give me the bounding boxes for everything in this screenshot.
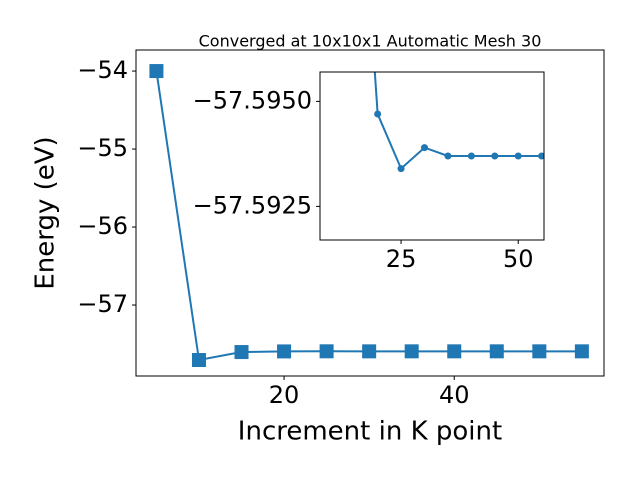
data-marker xyxy=(149,64,164,79)
data-marker xyxy=(489,344,504,359)
data-marker xyxy=(404,344,419,359)
x-tick-label: 40 xyxy=(439,381,470,409)
data-marker xyxy=(538,152,544,160)
y-tick-label: −54 xyxy=(77,56,128,84)
data-marker xyxy=(191,353,206,368)
data-marker xyxy=(467,152,475,160)
axes-frame xyxy=(135,49,605,377)
data-marker xyxy=(397,165,405,173)
data-marker xyxy=(319,344,334,359)
axes-frame xyxy=(319,71,545,241)
data-marker xyxy=(514,152,522,160)
y-tick-label: −57 xyxy=(77,290,128,318)
y-tick-label: −57.5925 xyxy=(193,191,312,219)
data-marker xyxy=(574,344,589,359)
data-marker xyxy=(447,344,462,359)
data-marker xyxy=(374,110,382,118)
y-tick-label: −55 xyxy=(77,134,128,162)
data-marker xyxy=(421,144,429,152)
data-marker xyxy=(491,152,499,160)
x-tick-label: 50 xyxy=(503,245,534,273)
y-axis-label: Energy (eV) xyxy=(31,136,61,289)
x-axis-label: Increment in K point xyxy=(238,417,502,447)
data-marker xyxy=(362,344,377,359)
data-marker xyxy=(532,344,547,359)
plot-content xyxy=(373,72,544,173)
y-tick-label: −57.5950 xyxy=(193,86,312,114)
data-marker xyxy=(444,152,452,160)
x-tick-label: 20 xyxy=(269,381,300,409)
data-marker xyxy=(277,344,292,359)
x-tick-label: 25 xyxy=(386,245,417,273)
data-marker xyxy=(234,345,249,360)
plot-content xyxy=(149,64,589,368)
chart-title: Converged at 10x10x1 Automatic Mesh 30 xyxy=(199,32,542,51)
y-tick-label: −56 xyxy=(77,212,128,240)
